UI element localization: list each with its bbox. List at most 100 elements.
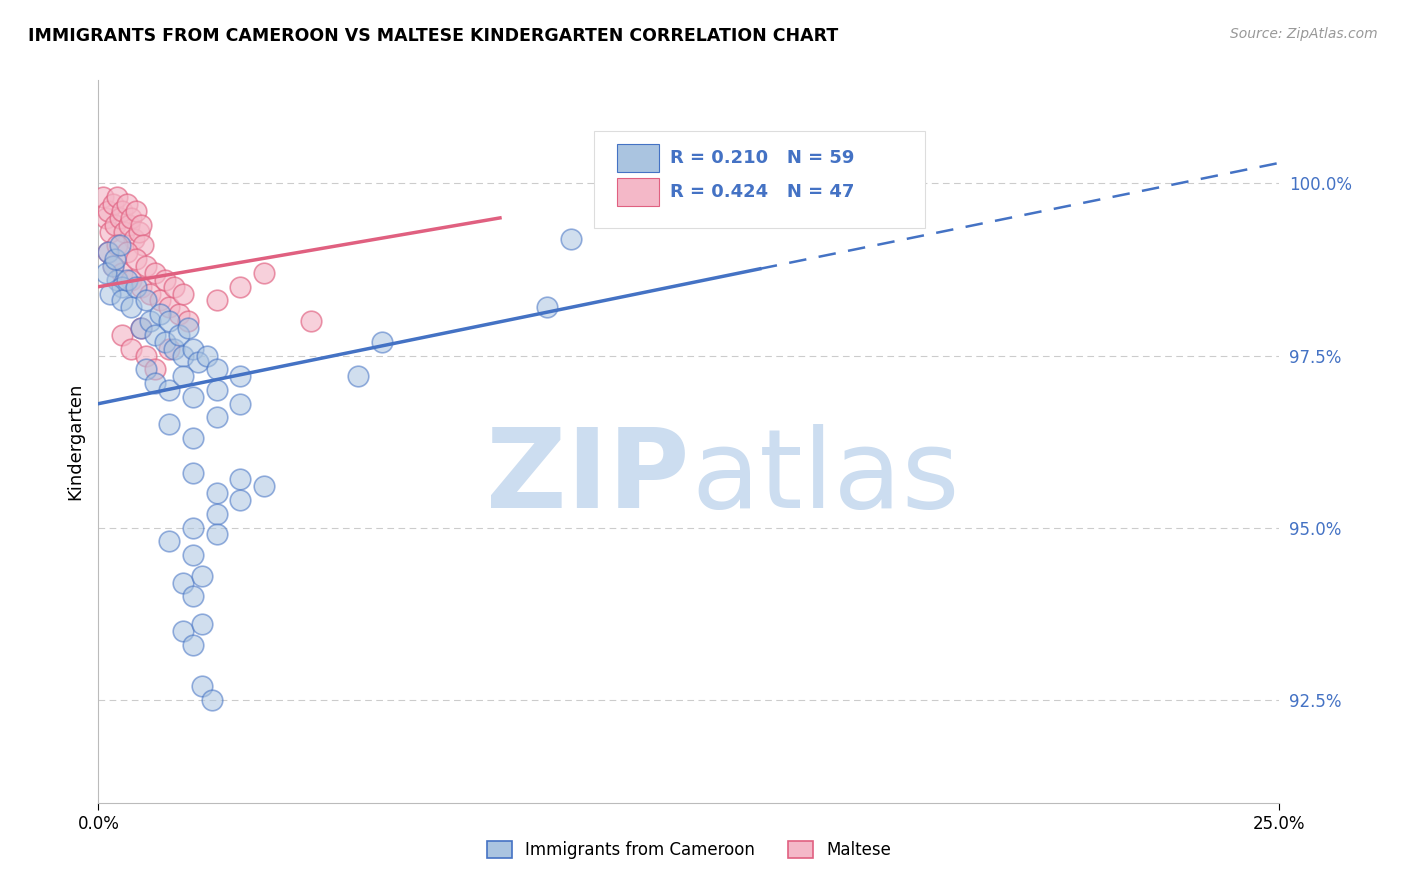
Point: [163, 342, 186, 356]
Point: [121, 211, 143, 225]
Point: [125, 252, 148, 267]
Point: [205, 527, 228, 541]
Point: [157, 314, 180, 328]
Point: [125, 204, 148, 219]
Point: [187, 355, 209, 369]
Point: [135, 259, 157, 273]
Point: [105, 273, 128, 287]
Point: [98, 286, 121, 301]
Point: [229, 397, 252, 411]
Point: [167, 327, 190, 342]
Point: [129, 218, 152, 232]
Point: [205, 410, 228, 425]
Text: ZIP: ZIP: [485, 425, 689, 531]
Y-axis label: Kindergarten: Kindergarten: [66, 383, 84, 500]
Point: [253, 266, 276, 280]
Point: [205, 293, 228, 308]
Point: [104, 218, 127, 232]
Point: [195, 349, 218, 363]
Point: [111, 293, 134, 308]
Point: [153, 273, 176, 287]
Point: [181, 342, 204, 356]
Point: [111, 266, 134, 280]
Point: [143, 362, 166, 376]
Point: [347, 369, 370, 384]
Legend: Immigrants from Cameroon, Maltese: Immigrants from Cameroon, Maltese: [486, 841, 891, 860]
Point: [172, 349, 194, 363]
Point: [149, 293, 172, 308]
Point: [105, 190, 128, 204]
Point: [105, 238, 128, 252]
Point: [91, 190, 114, 204]
Point: [101, 259, 124, 273]
Point: [129, 321, 152, 335]
Point: [135, 362, 157, 376]
Point: [143, 327, 166, 342]
Point: [177, 321, 200, 335]
Point: [191, 616, 214, 631]
Point: [157, 301, 180, 315]
Point: [181, 520, 204, 534]
Point: [181, 431, 204, 445]
Text: R = 0.210   N = 59: R = 0.210 N = 59: [671, 149, 855, 168]
Point: [143, 266, 166, 280]
Point: [111, 327, 134, 342]
Point: [128, 225, 150, 239]
Point: [172, 575, 194, 590]
Point: [163, 279, 186, 293]
Point: [205, 507, 228, 521]
FancyBboxPatch shape: [617, 145, 659, 172]
Point: [191, 568, 214, 582]
Point: [125, 279, 148, 293]
Point: [177, 314, 200, 328]
Point: [560, 231, 582, 245]
Point: [299, 314, 322, 328]
Point: [101, 197, 124, 211]
Point: [229, 369, 252, 384]
Point: [115, 273, 138, 287]
Point: [181, 466, 204, 480]
Point: [121, 342, 143, 356]
Point: [167, 307, 190, 321]
Point: [118, 218, 141, 232]
Point: [115, 197, 138, 211]
Point: [112, 225, 135, 239]
Point: [181, 548, 204, 562]
Point: [104, 252, 127, 267]
Point: [157, 417, 180, 432]
Point: [139, 314, 162, 328]
Text: Source: ZipAtlas.com: Source: ZipAtlas.com: [1230, 27, 1378, 41]
Point: [111, 204, 134, 219]
Point: [121, 273, 143, 287]
Point: [111, 279, 134, 293]
Point: [191, 679, 214, 693]
Point: [157, 383, 180, 397]
Point: [229, 493, 252, 508]
Point: [122, 231, 145, 245]
Point: [143, 376, 166, 390]
Point: [371, 334, 394, 349]
Point: [205, 486, 228, 500]
Point: [205, 362, 228, 376]
Point: [229, 279, 252, 293]
Point: [181, 590, 204, 604]
Point: [181, 390, 204, 404]
FancyBboxPatch shape: [595, 131, 925, 228]
Text: R = 0.424   N = 47: R = 0.424 N = 47: [671, 183, 855, 202]
Point: [108, 211, 131, 225]
Text: IMMIGRANTS FROM CAMEROON VS MALTESE KINDERGARTEN CORRELATION CHART: IMMIGRANTS FROM CAMEROON VS MALTESE KIND…: [28, 27, 838, 45]
FancyBboxPatch shape: [617, 178, 659, 206]
Point: [97, 245, 120, 260]
Point: [132, 238, 155, 252]
Point: [201, 692, 224, 706]
Point: [115, 245, 138, 260]
Point: [108, 238, 131, 252]
Point: [153, 334, 176, 349]
Point: [205, 383, 228, 397]
Point: [135, 293, 157, 308]
Point: [135, 349, 157, 363]
Point: [149, 307, 172, 321]
Point: [172, 286, 194, 301]
Point: [101, 259, 124, 273]
Point: [172, 624, 194, 638]
